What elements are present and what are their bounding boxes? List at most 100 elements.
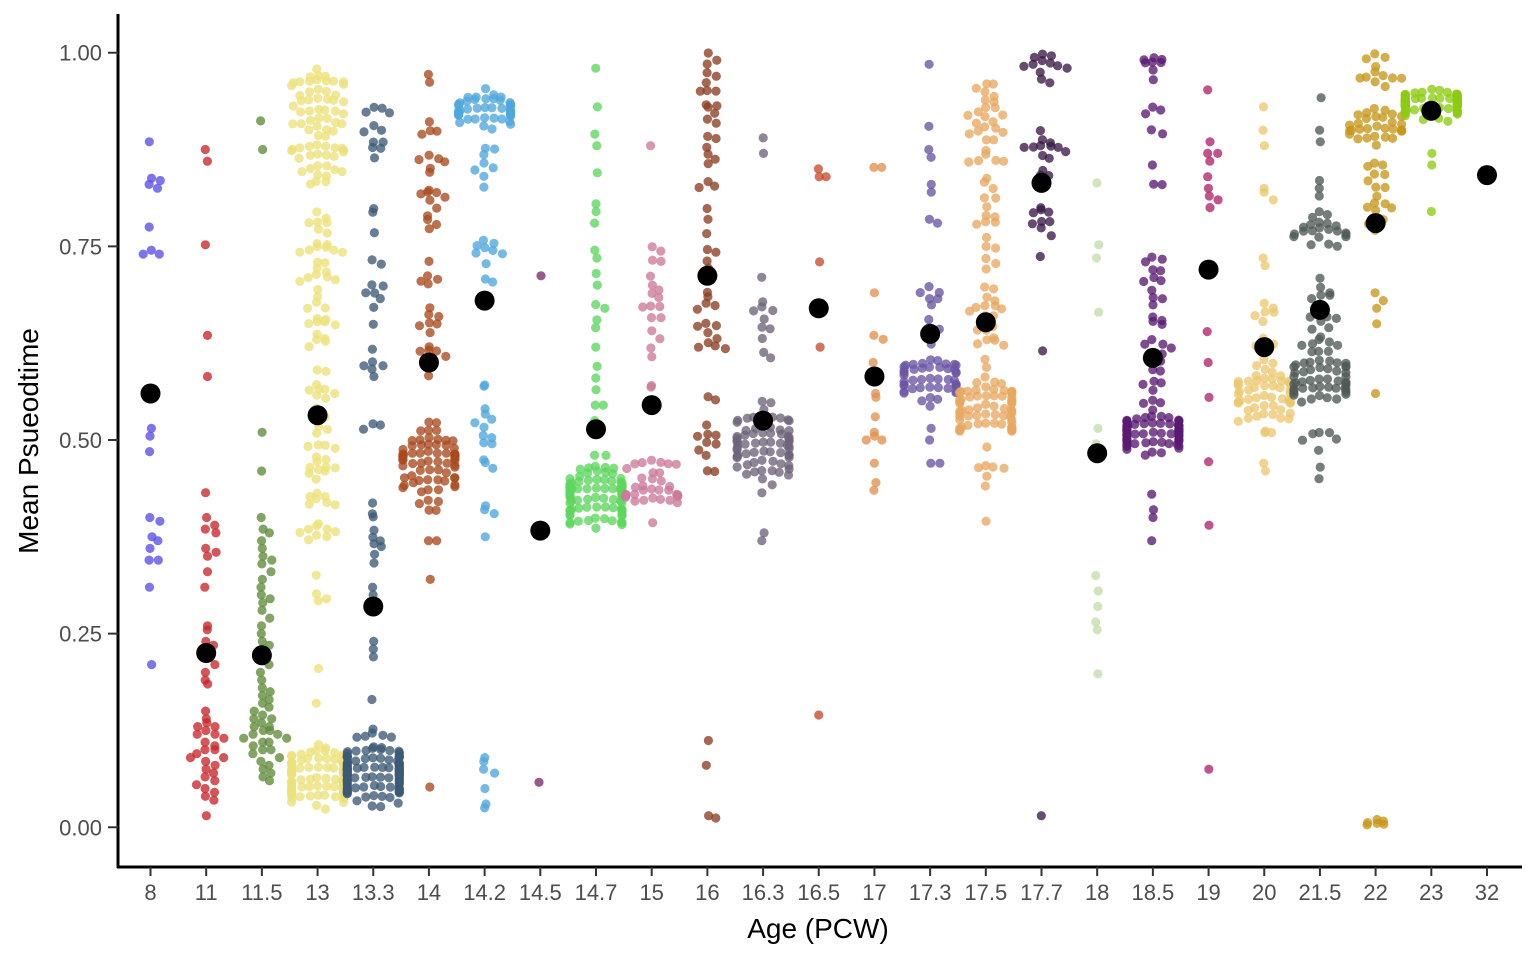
mean-point-19 — [1198, 259, 1219, 280]
data-point — [1035, 251, 1045, 262]
data-point — [312, 800, 322, 811]
data-point — [741, 449, 751, 459]
data-point — [330, 443, 340, 453]
data-point — [321, 773, 331, 784]
data-point — [600, 483, 610, 494]
data-point — [375, 420, 385, 430]
data-point — [256, 582, 266, 592]
data-point — [417, 129, 427, 139]
data-point — [257, 691, 267, 701]
data-point — [1427, 160, 1437, 170]
data-point — [702, 59, 712, 69]
x-tick-label: 17.3 — [909, 880, 952, 905]
data-point — [330, 527, 341, 537]
data-point — [1037, 56, 1047, 66]
data-point — [964, 129, 974, 139]
data-point — [784, 452, 794, 462]
data-point — [980, 282, 990, 292]
data-point — [757, 466, 767, 476]
data-point — [369, 636, 379, 647]
data-point — [265, 594, 275, 604]
data-point — [479, 182, 489, 192]
data-point — [1341, 232, 1351, 242]
data-point — [768, 305, 778, 316]
data-point — [480, 803, 490, 813]
data-point — [320, 790, 330, 800]
data-point — [1149, 376, 1159, 386]
data-point — [295, 143, 305, 153]
data-point — [1268, 409, 1278, 420]
data-point — [1147, 160, 1157, 170]
data-point — [258, 598, 268, 608]
data-point — [1380, 81, 1390, 92]
data-point — [1130, 429, 1140, 439]
data-point — [432, 319, 442, 329]
data-point — [376, 143, 386, 153]
data-point — [1148, 300, 1158, 310]
data-point — [314, 753, 324, 763]
data-point — [330, 754, 340, 765]
data-point — [899, 370, 909, 380]
data-point — [1259, 141, 1269, 151]
data-point — [1174, 443, 1184, 453]
data-point — [1371, 205, 1381, 215]
data-point — [1027, 219, 1037, 229]
data-point — [1156, 266, 1166, 276]
data-point — [981, 217, 991, 227]
data-point — [1341, 389, 1351, 399]
data-point — [337, 119, 347, 129]
data-point — [974, 463, 984, 473]
data-point — [450, 473, 460, 483]
data-point — [710, 108, 720, 118]
data-point — [202, 371, 213, 382]
data-point — [328, 126, 338, 136]
data-point — [981, 382, 991, 392]
data-point — [702, 142, 712, 152]
data-point — [710, 300, 720, 311]
data-point — [647, 484, 657, 494]
data-point — [991, 155, 1001, 165]
data-point — [989, 284, 999, 294]
data-point — [590, 129, 600, 139]
data-point — [1314, 474, 1324, 484]
data-point — [490, 144, 500, 154]
data-point — [758, 148, 769, 158]
data-point — [703, 177, 713, 187]
data-point — [647, 242, 657, 252]
data-point — [433, 475, 443, 485]
data-point — [1205, 137, 1215, 147]
data-point — [414, 321, 425, 331]
data-point — [145, 512, 155, 523]
data-point — [497, 249, 507, 259]
data-point — [1370, 131, 1380, 141]
data-point — [955, 415, 965, 425]
data-point — [313, 217, 323, 227]
data-point — [575, 464, 585, 474]
data-point — [988, 79, 998, 89]
data-point — [295, 527, 305, 538]
data-point — [1252, 411, 1262, 421]
data-point — [361, 772, 371, 783]
data-point — [536, 271, 546, 281]
data-point — [1147, 252, 1157, 262]
data-point — [766, 398, 776, 408]
data-point — [266, 768, 276, 778]
data-point — [415, 465, 425, 475]
data-point — [972, 391, 983, 401]
data-point — [703, 214, 713, 224]
mean-point-8 — [140, 383, 161, 404]
data-point — [368, 753, 378, 763]
data-point — [1307, 212, 1318, 222]
data-point — [1158, 339, 1168, 349]
data-point — [393, 798, 403, 808]
data-point — [440, 476, 450, 486]
data-point — [997, 419, 1007, 429]
data-point — [1091, 617, 1101, 627]
data-point — [287, 797, 297, 807]
data-point — [702, 203, 712, 214]
data-point — [416, 440, 427, 450]
data-point — [1094, 240, 1104, 250]
data-point — [732, 452, 742, 463]
data-point — [322, 753, 332, 764]
data-point — [264, 776, 275, 786]
